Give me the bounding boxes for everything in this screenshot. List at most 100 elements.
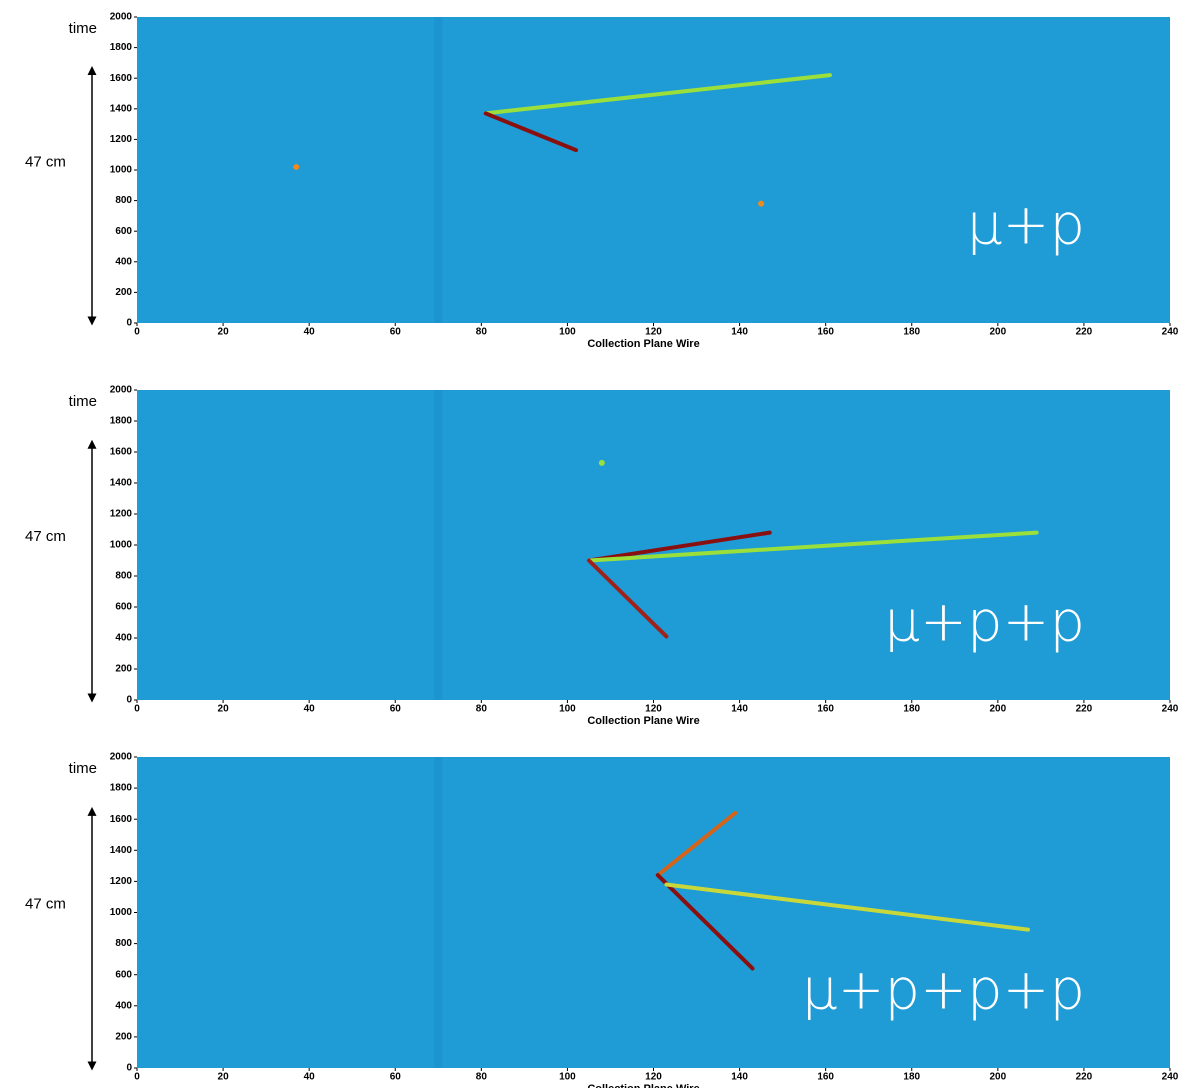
x-tick-label: 220 xyxy=(1076,327,1093,338)
y-tick-label: 1200 xyxy=(110,509,133,520)
x-tick-label: 220 xyxy=(1076,1072,1093,1083)
x-tick-label: 120 xyxy=(645,327,662,338)
x-tick-label: 180 xyxy=(903,704,920,715)
x-tick-label: 200 xyxy=(989,704,1006,715)
x-tick-label: 60 xyxy=(390,1072,402,1083)
y-tick-label: 1400 xyxy=(110,478,133,489)
y-tick-label: 1400 xyxy=(110,845,133,856)
extent-label: 47 cm xyxy=(25,896,66,913)
y-axis-label: time xyxy=(69,393,97,410)
x-tick-label: 80 xyxy=(476,704,488,715)
plot-area xyxy=(137,757,1170,1068)
x-tick-label: 180 xyxy=(903,327,920,338)
y-tick-label: 800 xyxy=(115,195,132,206)
y-tick-label: 1000 xyxy=(110,907,133,918)
event-annotation: μ+p+p xyxy=(884,589,1085,654)
x-tick-label: 40 xyxy=(304,704,316,715)
y-tick-label: 600 xyxy=(115,602,132,613)
x-tick-label: 20 xyxy=(218,1072,230,1083)
x-tick-label: 60 xyxy=(390,704,402,715)
x-tick-label: 240 xyxy=(1162,704,1179,715)
y-tick-label: 1200 xyxy=(110,134,133,145)
track xyxy=(664,882,1030,932)
y-tick-label: 1200 xyxy=(110,876,133,887)
x-tick-label: 160 xyxy=(817,704,834,715)
y-tick-label: 600 xyxy=(115,226,132,237)
x-tick-label: 80 xyxy=(476,327,488,338)
x-tick-label: 40 xyxy=(304,1072,316,1083)
y-tick-label: 2000 xyxy=(110,385,133,396)
y-tick-label: 600 xyxy=(115,969,132,980)
x-tick-label: 140 xyxy=(731,1072,748,1083)
plot-area xyxy=(137,390,1170,700)
panel: 0 200 400 600 800 1000 1200 1400 1600 1800 2000 0 20… xyxy=(25,385,1179,727)
x-tick-label: 200 xyxy=(989,327,1006,338)
x-tick-label: 0 xyxy=(134,1072,140,1083)
track xyxy=(655,873,755,971)
x-tick-label: 180 xyxy=(903,1072,920,1083)
track xyxy=(586,558,669,639)
track xyxy=(483,111,579,153)
x-axis-label: Collection Plane Wire xyxy=(587,715,699,727)
panel: 0 200 400 600 800 1000 1200 1400 1600 1800 2000 0 20… xyxy=(25,752,1179,1088)
y-tick-label: 1600 xyxy=(110,73,133,84)
x-tick-label: 140 xyxy=(731,704,748,715)
y-tick-label: 1400 xyxy=(110,103,133,114)
x-tick-label: 20 xyxy=(218,704,230,715)
y-tick-label: 2000 xyxy=(110,752,133,763)
y-tick-label: 800 xyxy=(115,938,132,949)
track xyxy=(586,530,1039,563)
y-tick-label: 1600 xyxy=(110,814,133,825)
extent-label: 47 cm xyxy=(25,528,66,545)
y-tick-label: 1800 xyxy=(110,42,133,53)
hit xyxy=(293,163,300,170)
y-tick-label: 1600 xyxy=(110,447,133,458)
y-tick-label: 0 xyxy=(126,318,132,329)
y-tick-label: 800 xyxy=(115,571,132,582)
x-tick-label: 100 xyxy=(559,327,576,338)
x-tick-label: 0 xyxy=(134,704,140,715)
x-tick-label: 240 xyxy=(1162,327,1179,338)
x-tick-label: 100 xyxy=(559,704,576,715)
x-tick-label: 120 xyxy=(645,1072,662,1083)
x-tick-label: 220 xyxy=(1076,704,1093,715)
y-tick-label: 1800 xyxy=(110,416,133,427)
dead-wire-band xyxy=(434,17,443,323)
y-tick-label: 2000 xyxy=(110,12,133,23)
y-tick-label: 200 xyxy=(115,287,132,298)
y-tick-label: 400 xyxy=(115,633,132,644)
x-tick-label: 40 xyxy=(304,327,316,338)
x-tick-label: 0 xyxy=(134,327,140,338)
hit xyxy=(758,200,765,207)
x-tick-label: 20 xyxy=(218,327,230,338)
y-tick-label: 200 xyxy=(115,664,132,675)
extent-label: 47 cm xyxy=(25,153,66,170)
plot-area xyxy=(137,17,1170,323)
x-tick-label: 60 xyxy=(390,327,402,338)
x-tick-label: 160 xyxy=(817,1072,834,1083)
x-tick-label: 80 xyxy=(476,1072,488,1083)
y-axis-label: time xyxy=(69,760,97,777)
x-axis-label: Collection Plane Wire xyxy=(587,338,699,350)
y-tick-label: 200 xyxy=(115,1032,132,1043)
x-tick-label: 120 xyxy=(645,704,662,715)
y-tick-label: 400 xyxy=(115,1000,132,1011)
track xyxy=(586,530,772,563)
x-tick-label: 140 xyxy=(731,327,748,338)
hit xyxy=(598,459,605,466)
y-tick-label: 1800 xyxy=(110,783,133,794)
y-tick-label: 0 xyxy=(126,695,132,706)
event-annotation: μ+p+p+p xyxy=(802,957,1085,1022)
panel: 0 200 400 600 800 1000 1200 1400 1600 1800 2000 0 20… xyxy=(25,12,1179,350)
y-tick-label: 400 xyxy=(115,256,132,267)
x-tick-label: 160 xyxy=(817,327,834,338)
x-tick-label: 200 xyxy=(989,1072,1006,1083)
track xyxy=(655,810,738,878)
y-tick-label: 1000 xyxy=(110,540,133,551)
dead-wire-band xyxy=(434,390,443,700)
x-tick-label: 100 xyxy=(559,1072,576,1083)
x-axis-label: Collection Plane Wire xyxy=(587,1083,699,1088)
dead-wire-band xyxy=(434,757,443,1068)
y-tick-label: 1000 xyxy=(110,165,133,176)
